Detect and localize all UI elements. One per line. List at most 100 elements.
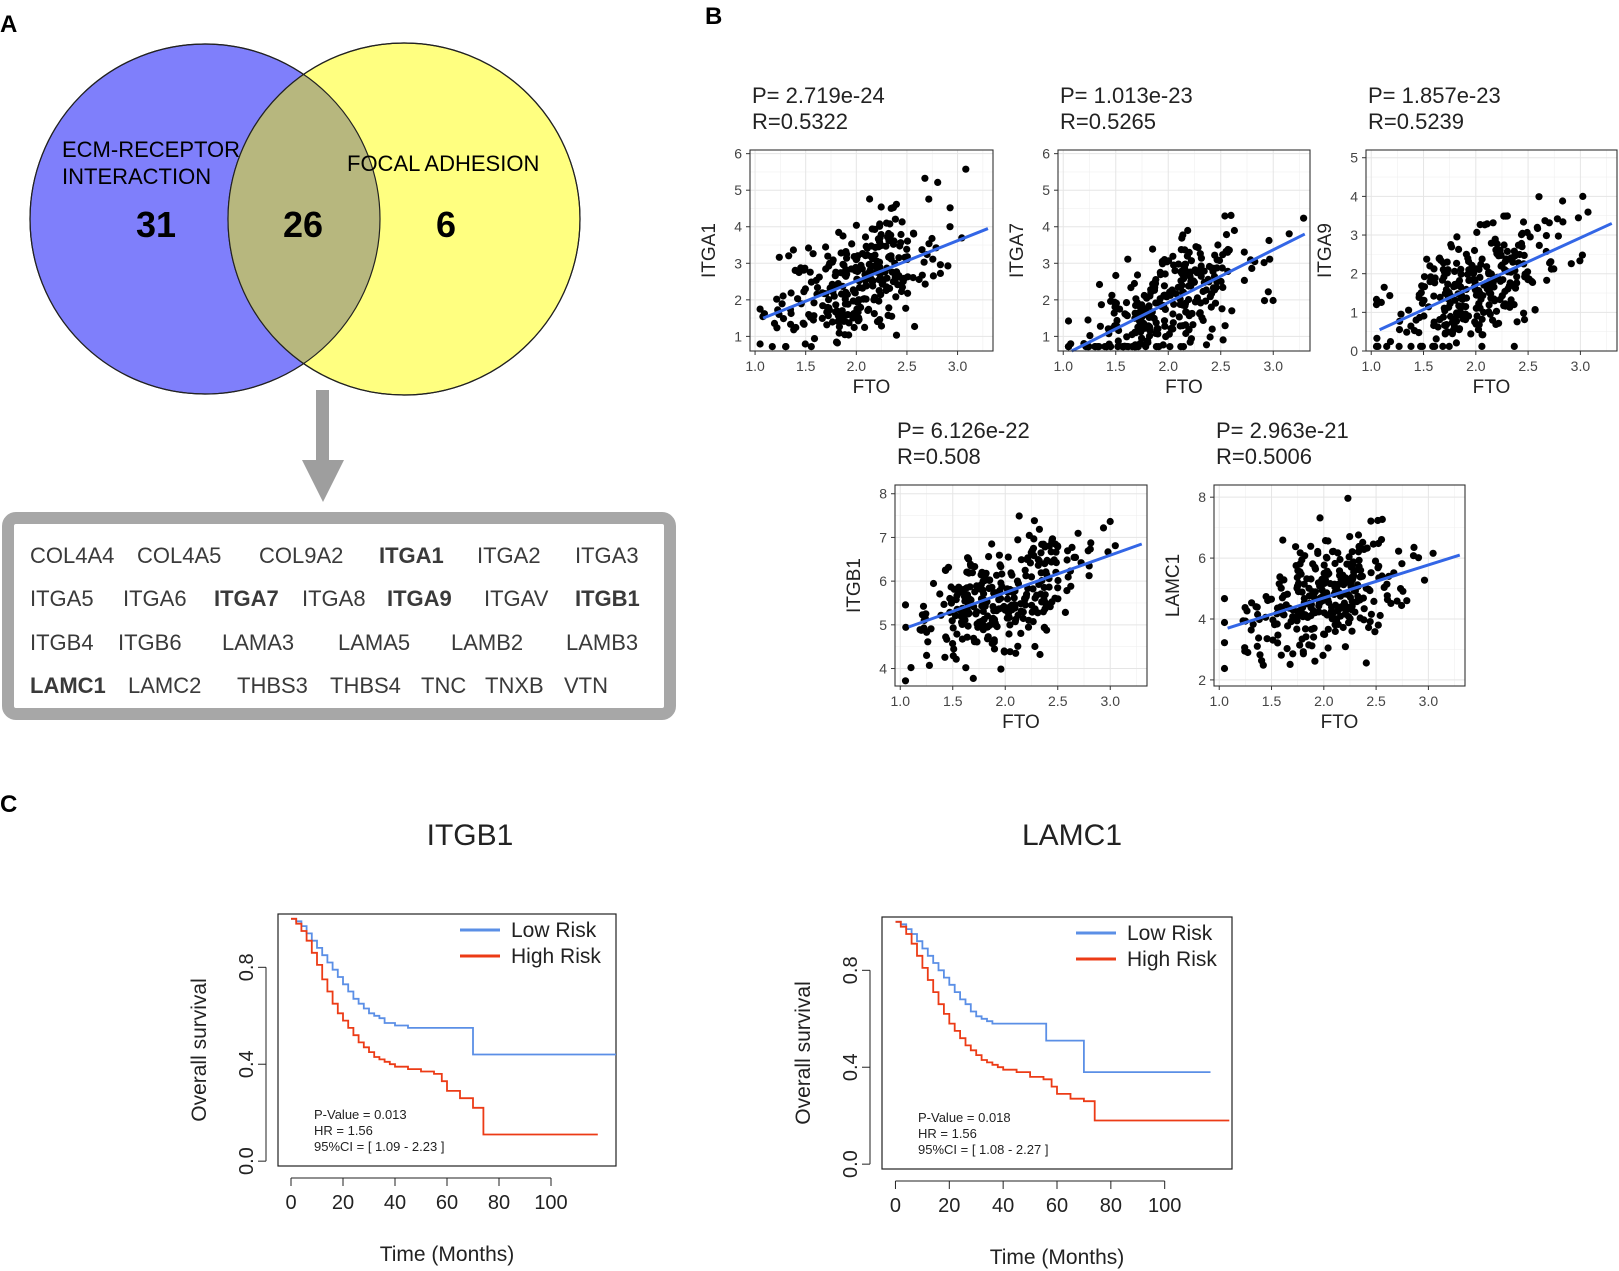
data-point xyxy=(1241,647,1249,655)
data-point xyxy=(1022,572,1030,580)
data-point xyxy=(1331,580,1339,588)
data-point xyxy=(936,261,945,269)
data-point xyxy=(1398,601,1406,610)
data-point xyxy=(1345,553,1353,561)
data-point xyxy=(1111,542,1119,550)
x-tick-label: 2.5 xyxy=(1366,693,1386,709)
data-point xyxy=(902,304,910,312)
data-point xyxy=(1478,342,1486,350)
data-point xyxy=(1260,297,1269,305)
data-point xyxy=(1029,618,1037,626)
data-point xyxy=(1248,599,1256,607)
data-point xyxy=(870,296,878,304)
data-point xyxy=(1045,583,1053,591)
data-point xyxy=(1289,650,1297,658)
data-point xyxy=(928,234,936,243)
y-tick-label: 6 xyxy=(879,573,887,589)
data-point xyxy=(1322,553,1330,561)
data-point xyxy=(1029,585,1037,593)
data-point xyxy=(1550,265,1558,273)
y-tick-label: 2 xyxy=(734,292,742,308)
data-point xyxy=(861,233,870,241)
data-point xyxy=(1367,569,1375,577)
data-point xyxy=(1054,576,1062,585)
survival-stat: 95%CI = [ 1.08 - 2.27 ] xyxy=(918,1142,1048,1157)
data-point xyxy=(1331,627,1339,636)
data-point xyxy=(1362,659,1370,667)
data-point xyxy=(1452,339,1460,347)
data-point xyxy=(1215,256,1224,265)
data-point xyxy=(1097,301,1105,309)
x-tick-label: 3.0 xyxy=(1419,693,1439,709)
data-point xyxy=(936,269,945,277)
gene-itgb6: ITGB6 xyxy=(118,630,182,655)
data-point xyxy=(1142,293,1150,301)
data-point xyxy=(835,228,843,236)
data-point xyxy=(1135,302,1143,310)
data-point xyxy=(838,307,846,315)
data-point xyxy=(805,311,813,319)
data-point xyxy=(1576,257,1584,265)
data-point xyxy=(1445,342,1453,350)
data-point xyxy=(870,310,878,318)
data-point xyxy=(902,623,910,631)
data-point xyxy=(1299,613,1307,621)
y-tick-label: 0 xyxy=(1350,343,1358,359)
data-point xyxy=(1012,615,1020,623)
data-point xyxy=(1211,299,1220,307)
data-point xyxy=(985,553,993,561)
x-tick-label: 2.0 xyxy=(1466,358,1486,374)
y-tick-label: 6 xyxy=(734,146,742,162)
data-point xyxy=(1441,321,1449,330)
x-tick-label: 2.5 xyxy=(1518,358,1538,374)
data-point xyxy=(1500,212,1508,220)
data-point xyxy=(1426,262,1434,270)
data-point xyxy=(988,540,996,548)
plot-border xyxy=(894,484,1148,687)
data-point xyxy=(1023,555,1031,564)
plot-border xyxy=(1365,149,1618,352)
data-point xyxy=(878,280,886,288)
gene-itga5: ITGA5 xyxy=(30,586,94,611)
data-point xyxy=(807,343,815,351)
data-point xyxy=(832,301,840,309)
low-risk-curve xyxy=(291,917,616,1056)
scatter-r-value: R=0.5265 xyxy=(1060,109,1156,134)
data-point xyxy=(1121,310,1129,318)
data-point xyxy=(1307,612,1315,620)
data-point xyxy=(910,230,918,238)
venn-right-count: 6 xyxy=(436,204,456,245)
data-point xyxy=(773,295,781,303)
data-point xyxy=(1269,616,1277,624)
data-point xyxy=(1398,560,1406,568)
data-point xyxy=(1448,243,1456,251)
data-point xyxy=(1516,250,1524,259)
data-point xyxy=(1152,329,1160,337)
data-point xyxy=(800,320,808,328)
data-point xyxy=(1545,219,1553,227)
data-point xyxy=(1174,260,1183,268)
data-point xyxy=(1519,218,1528,226)
data-point xyxy=(1071,553,1080,562)
data-point xyxy=(1298,556,1306,564)
data-point xyxy=(949,652,957,660)
data-point xyxy=(892,293,900,301)
gene-itga2: ITGA2 xyxy=(477,543,541,568)
data-point xyxy=(993,607,1001,615)
data-point xyxy=(1489,316,1497,324)
gene-col9a2: COL9A2 xyxy=(259,543,343,568)
data-point xyxy=(885,237,893,245)
data-point xyxy=(1366,618,1374,626)
data-point xyxy=(1025,531,1033,540)
x-tick-label: 2.0 xyxy=(996,693,1016,709)
scatter-panels: P= 2.719e-24R=0.5322 1.0 1.5 2.0 2.5 3.0 1 2 3 4 5… xyxy=(699,83,1618,733)
data-point xyxy=(1040,595,1048,604)
data-point xyxy=(953,592,961,600)
data-point xyxy=(1293,613,1301,621)
data-point xyxy=(1360,616,1368,624)
data-point xyxy=(862,281,870,289)
data-point xyxy=(1360,545,1368,554)
data-point xyxy=(1520,316,1529,324)
data-point xyxy=(977,617,986,625)
data-point xyxy=(1262,593,1270,601)
